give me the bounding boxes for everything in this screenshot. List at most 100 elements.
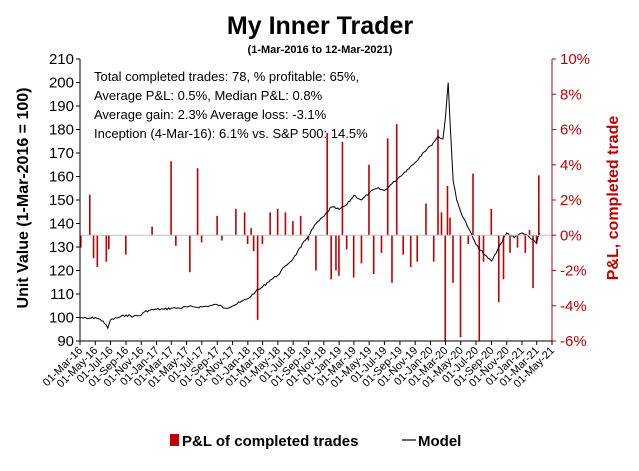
pnl-bar	[341, 141, 344, 236]
pnl-bar	[391, 235, 393, 283]
left-tick-label: 160	[49, 169, 74, 186]
legend-label-line: Model	[418, 433, 461, 450]
right-tick-label: 0%	[560, 227, 582, 244]
pnl-bar	[497, 235, 500, 303]
left-tick-label: 100	[49, 310, 74, 327]
pnl-bar	[472, 173, 474, 236]
pnl-bar	[221, 235, 223, 241]
annotation-line: Average P&L: 0.5%, Median P&L: 0.8%	[94, 88, 323, 103]
right-axis: -6% -4% -2% 0% 2% 4% 6% 8% 10%	[551, 51, 590, 350]
annotation-line: Inception (4-Mar-16): 6.1% vs. S&P 500: …	[94, 126, 368, 141]
pnl-bar	[490, 208, 493, 236]
pnl-bar	[335, 235, 337, 271]
pnl-bar	[345, 235, 348, 250]
pnl-bar	[416, 235, 419, 262]
legend: P&L of completed trades Model	[170, 433, 461, 450]
left-tick-label: 130	[49, 239, 74, 256]
pnl-bar	[175, 235, 177, 246]
pnl-bar	[261, 235, 264, 245]
left-tick-label: 110	[50, 286, 74, 303]
pnl-bars	[80, 124, 540, 341]
pnl-bar	[524, 235, 527, 253]
pnl-bar	[326, 133, 328, 236]
pnl-bar	[284, 212, 287, 236]
pnl-bar	[330, 235, 332, 280]
pnl-bar	[502, 235, 505, 280]
chart-subtitle: (1-Mar-2016 to 12-Mar-2021)	[248, 44, 393, 56]
pnl-bar	[352, 235, 355, 278]
pnl-bar	[292, 221, 294, 236]
pnl-bar	[535, 235, 538, 245]
pnl-bar	[125, 235, 127, 255]
left-tick-label: 120	[49, 263, 74, 280]
right-tick-label: -6%	[560, 333, 587, 350]
pnl-bar	[402, 235, 405, 255]
pnl-bar	[250, 228, 252, 236]
left-tick-label: 90	[57, 333, 74, 350]
pnl-bar	[189, 235, 191, 273]
chart-title: My Inner Trader	[227, 12, 413, 40]
pnl-bar	[482, 235, 485, 262]
left-tick-label: 170	[49, 145, 74, 162]
left-tick-label: 140	[49, 216, 74, 233]
left-tick-label: 180	[49, 122, 74, 139]
left-tick-label: 210	[49, 51, 74, 68]
pnl-bar	[432, 235, 435, 262]
right-tick-label: -4%	[560, 298, 587, 315]
pnl-bar	[425, 203, 427, 236]
pnl-bar	[516, 235, 519, 248]
legend-swatch-bars	[170, 434, 179, 446]
pnl-bar	[235, 208, 237, 236]
right-tick-label: 2%	[560, 192, 582, 209]
pnl-bar	[96, 235, 99, 267]
right-tick-label: 8%	[560, 86, 582, 103]
pnl-bar	[307, 235, 310, 241]
pnl-bar	[467, 235, 470, 245]
right-tick-label: -2%	[560, 263, 587, 280]
pnl-bar	[243, 212, 246, 236]
pnl-bar	[108, 235, 110, 250]
right-tick-label: 4%	[560, 157, 582, 174]
legend-label-bars: P&L of completed trades	[182, 433, 358, 450]
pnl-bar	[509, 235, 511, 253]
pnl-bar	[216, 215, 218, 236]
pnl-bar	[276, 208, 279, 236]
pnl-bar	[338, 235, 340, 276]
pnl-bar	[437, 129, 439, 236]
model-line	[79, 82, 540, 330]
pnl-bar	[449, 217, 451, 236]
y-axis-label-right: P&L, completed trade	[605, 116, 622, 281]
pnl-bar	[444, 235, 447, 341]
annotation-line: Average gain: 2.3% Average loss: -3.1%	[94, 107, 327, 122]
pnl-bar	[532, 235, 534, 289]
pnl-bar	[246, 235, 249, 245]
left-tick-label: 200	[49, 75, 74, 92]
pnl-bar	[372, 235, 375, 275]
left-tick-label: 190	[49, 98, 74, 115]
pnl-bar	[269, 212, 271, 236]
annotation-block: Total completed trades: 78, % profitable…	[94, 69, 368, 141]
pnl-bar	[92, 235, 95, 259]
right-tick-label: 6%	[560, 122, 582, 139]
pnl-bar	[360, 235, 363, 264]
pnl-bar	[196, 168, 199, 236]
pnl-bar	[315, 235, 317, 271]
pnl-bar	[105, 235, 108, 262]
pnl-bar	[380, 235, 383, 253]
pnl-bar	[170, 161, 172, 236]
pnl-bar	[446, 185, 449, 236]
pnl-bar	[200, 235, 203, 243]
pnl-bar	[452, 235, 454, 283]
pnl-bar	[440, 212, 443, 236]
y-axis-label-left: Unit Value (1-Mar-2016 = 100)	[15, 88, 32, 309]
pnl-bar	[459, 235, 462, 338]
left-tick-label: 150	[49, 192, 74, 209]
x-axis: 01-Mar-1601-May-1601-Jul-1601-Sep-1601-N…	[41, 340, 557, 390]
right-tick-label: 10%	[560, 51, 590, 68]
pnl-bar	[299, 215, 302, 236]
pnl-bar	[528, 229, 531, 236]
pnl-bar	[368, 164, 370, 236]
pnl-bar	[151, 226, 153, 236]
